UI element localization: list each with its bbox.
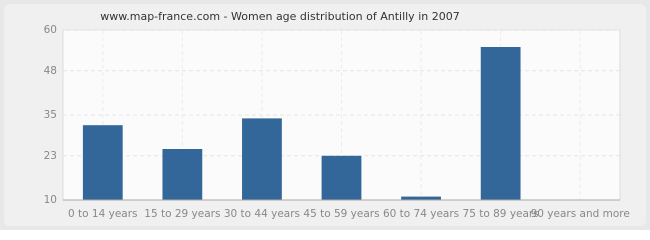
x-tick-label: 15 to 29 years — [144, 208, 220, 220]
x-tick-label: 60 to 74 years — [383, 208, 459, 220]
y-tick-label: 23 — [44, 150, 57, 162]
chart-title: www.map-france.com - Women age distribut… — [100, 10, 459, 23]
bar — [82, 125, 123, 200]
y-tick-label: 10 — [44, 194, 57, 206]
x-tick-label: 0 to 14 years — [68, 208, 138, 220]
bar — [401, 196, 441, 200]
x-tick-label: 90 years and more — [531, 208, 630, 220]
y-tick-label: 35 — [44, 109, 57, 121]
bar — [480, 47, 521, 200]
y-tick-label: 60 — [44, 24, 57, 36]
bar — [321, 155, 362, 200]
bar — [242, 118, 282, 200]
y-tick-label: 48 — [44, 65, 57, 77]
x-tick-label: 75 to 89 years — [463, 208, 539, 220]
x-tick-label: 45 to 59 years — [303, 208, 379, 220]
bar — [162, 149, 203, 200]
chart: www.map-france.com - Women age distribut… — [0, 0, 650, 230]
x-tick-label: 30 to 44 years — [224, 208, 300, 220]
